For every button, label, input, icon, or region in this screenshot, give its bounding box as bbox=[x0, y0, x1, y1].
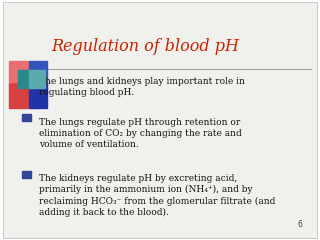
Bar bbox=[28, 71, 45, 88]
Text: The lungs and kidneys play important role in
regulating blood pH.: The lungs and kidneys play important rol… bbox=[39, 77, 244, 97]
Bar bbox=[22, 171, 31, 178]
Text: Regulation of blood pH: Regulation of blood pH bbox=[51, 38, 239, 55]
Text: The kidneys regulate pH by excreting acid,
primarily in the ammonium ion (NH₄⁺),: The kidneys regulate pH by excreting aci… bbox=[39, 174, 275, 217]
Bar bbox=[18, 71, 33, 88]
Bar bbox=[10, 83, 28, 108]
Bar bbox=[28, 61, 47, 82]
Text: The lungs regulate pH through retention or
elimination of CO₂ by changing the ra: The lungs regulate pH through retention … bbox=[39, 118, 241, 149]
Bar bbox=[22, 114, 31, 121]
Bar bbox=[28, 83, 47, 108]
Bar bbox=[22, 74, 31, 81]
Text: 6: 6 bbox=[298, 220, 303, 229]
Bar bbox=[10, 61, 28, 82]
